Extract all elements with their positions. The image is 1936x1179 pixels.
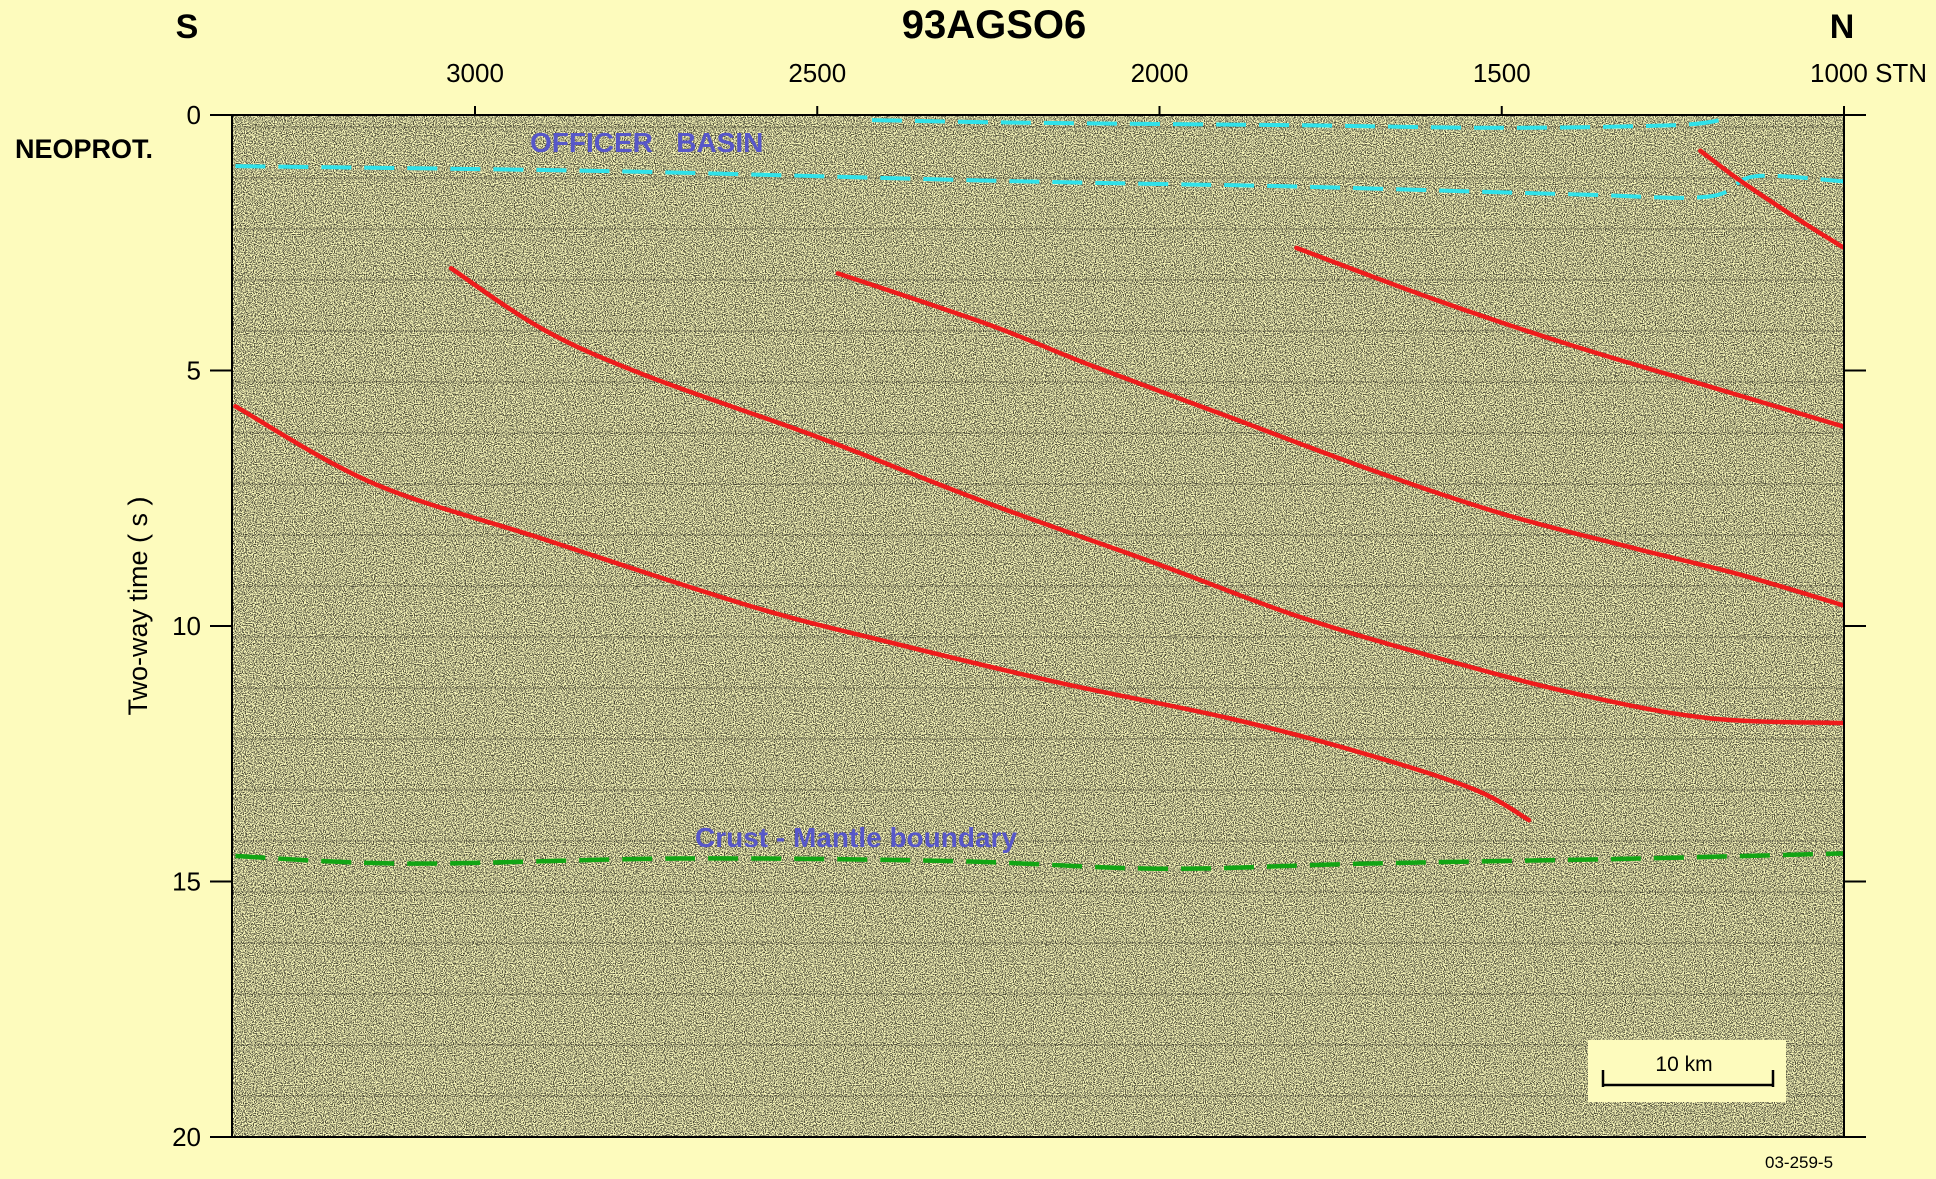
- scale-bar: 10 km: [1588, 1040, 1786, 1102]
- y-tick-label: 10: [172, 611, 201, 641]
- direction-north-label: N: [1830, 8, 1855, 46]
- x-tick-label: 1500: [1473, 58, 1531, 88]
- fault-line-4: [1294, 245, 1844, 429]
- figure-code: 03-259-5: [1765, 1153, 1833, 1172]
- y-tick-label: 20: [172, 1122, 201, 1152]
- basin-boundary-base-line: [235, 164, 1844, 200]
- y-tick-label: 15: [172, 867, 201, 897]
- y-tick-label: 0: [187, 100, 201, 130]
- x-tick-label: 2500: [788, 58, 846, 88]
- basin-boundary-top-line: [871, 118, 1722, 130]
- x-tick-label: 2000: [1131, 58, 1189, 88]
- x-axis: 3000 2500 2000 1500 1000 STN: [446, 58, 1927, 115]
- interpretation-layer: [233, 118, 1844, 871]
- fault-line-3: [835, 271, 1844, 608]
- x-tick-label: 3000: [446, 58, 504, 88]
- direction-south-label: S: [176, 8, 199, 46]
- scale-bar-label: 10 km: [1655, 1053, 1712, 1076]
- figure-title: 93AGSO6: [902, 3, 1087, 47]
- basin-label: OFFICER BASIN: [530, 127, 763, 158]
- moho-line: [235, 851, 1844, 871]
- fault-line-2: [448, 266, 1844, 726]
- y-axis: 0 5 10 15 20: [172, 100, 1866, 1152]
- fault-line-5: [1698, 148, 1844, 251]
- x-tick-label: 1000 STN: [1810, 58, 1927, 88]
- fault-line-1: [233, 404, 1532, 823]
- era-label: NEOPROT.: [15, 134, 153, 164]
- seismic-panel: [232, 115, 1844, 1137]
- y-tick-label: 5: [187, 356, 201, 386]
- y-axis-label: Two-way time ( s ): [123, 496, 153, 715]
- moho-label: Crust - Mantle boundary: [695, 822, 1017, 853]
